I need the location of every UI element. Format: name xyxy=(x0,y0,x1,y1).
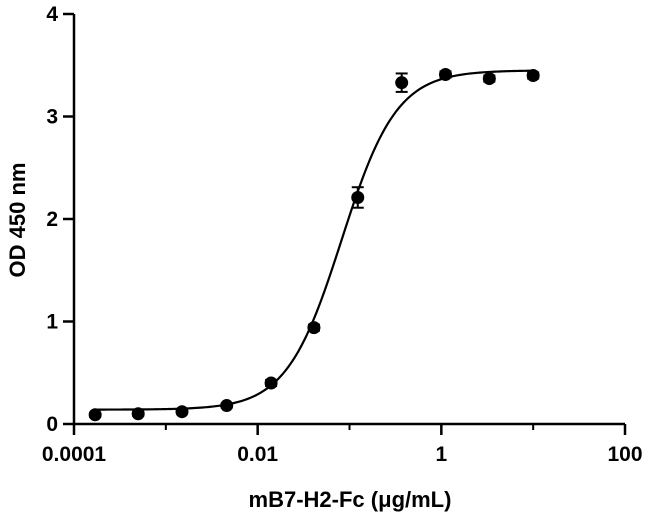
x-tick-label: 0.0001 xyxy=(42,443,107,466)
plot-area xyxy=(88,67,540,422)
y-tick-label: 0 xyxy=(46,413,58,436)
y-tick-label: 4 xyxy=(46,3,58,26)
data-point xyxy=(526,69,540,82)
x-axis: 0.0001 0.01 1 100 xyxy=(42,422,643,466)
x-axis-title: mB7-H2-Fc (μg/mL) xyxy=(249,487,452,512)
data-point xyxy=(307,321,321,335)
y-axis-title: OD 450 nm xyxy=(5,163,30,278)
data-point xyxy=(175,405,189,419)
y-tick-label: 1 xyxy=(46,311,58,334)
data-point xyxy=(482,72,496,86)
x-tick-label: 1 xyxy=(435,443,447,466)
x-tick-label: 0.01 xyxy=(237,443,278,466)
fit-curve xyxy=(95,69,534,411)
data-point xyxy=(351,190,365,204)
data-point xyxy=(438,67,452,81)
y-tick-label: 2 xyxy=(46,208,58,231)
data-point xyxy=(88,408,102,422)
data-point xyxy=(395,76,409,90)
y-axis: 0 1 2 3 4 xyxy=(46,3,76,436)
y-tick-label: 3 xyxy=(46,106,58,129)
data-point xyxy=(220,399,234,413)
data-point xyxy=(264,376,278,390)
x-tick-label: 100 xyxy=(607,443,642,466)
data-point xyxy=(131,407,145,421)
